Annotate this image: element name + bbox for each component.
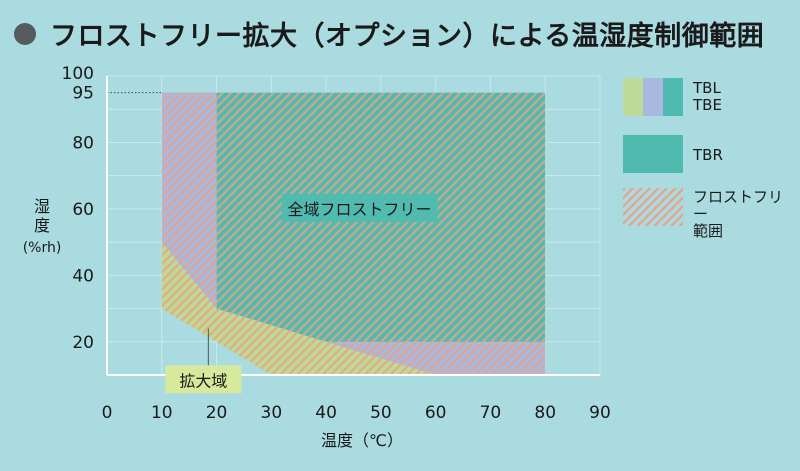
y-axis-label-line: 湿 bbox=[34, 197, 50, 216]
annotation-box-full-range bbox=[281, 193, 438, 222]
x-tick-label: 30 bbox=[261, 403, 283, 423]
y-tick-label: 80 bbox=[72, 133, 94, 153]
y-tick-label: 20 bbox=[72, 333, 94, 353]
y-axis-label-line: (%rh) bbox=[23, 240, 62, 256]
x-tick-label: 50 bbox=[370, 403, 392, 423]
legend-label-tbl-tbe: TBL TBE bbox=[693, 79, 722, 114]
y-tick-label: 100 bbox=[62, 64, 94, 84]
legend-label-tbr: TBR bbox=[693, 146, 723, 164]
legend-swatch-part bbox=[643, 78, 663, 116]
x-axis-label: 温度（℃） bbox=[321, 431, 403, 450]
chart-title: フロストフリー拡大（オプション）による温湿度制御範囲 bbox=[50, 21, 765, 52]
legend-swatch-part bbox=[623, 78, 643, 116]
legend-swatch-frost-free bbox=[623, 188, 683, 226]
y-tick-label: 40 bbox=[72, 266, 94, 286]
legend-item-frost-free: フロストフリー 範囲 bbox=[623, 188, 793, 240]
legend-swatch-part bbox=[623, 188, 683, 226]
x-tick-label: 80 bbox=[534, 403, 556, 423]
annotation-full-range: 全域フロストフリー bbox=[287, 200, 431, 219]
frost-free-hatch bbox=[161, 92, 546, 375]
annotation-expanded: 拡大域 bbox=[179, 371, 227, 390]
x-tick-label: 60 bbox=[425, 403, 447, 423]
x-tick-label: 10 bbox=[151, 403, 173, 423]
x-tick-label: 20 bbox=[206, 403, 228, 423]
regions bbox=[161, 92, 546, 375]
y-tick-label: 60 bbox=[72, 200, 94, 220]
x-tick-label: 90 bbox=[589, 403, 611, 423]
legend-swatch-tbr bbox=[623, 135, 683, 173]
x-tick-label: 40 bbox=[315, 403, 337, 423]
legend-swatch-part bbox=[663, 78, 683, 116]
legend-label-frost-free: フロストフリー 範囲 bbox=[693, 188, 784, 240]
legend-item-tbl-tbe: TBL TBE bbox=[623, 78, 722, 116]
y-tick-label: 95 bbox=[72, 84, 94, 104]
x-tick-label: 70 bbox=[480, 403, 502, 423]
y-axis-label-line: 度 bbox=[34, 216, 50, 235]
title-bullet-icon bbox=[14, 22, 36, 45]
legend-swatch-tbl-tbe bbox=[623, 78, 683, 116]
x-tick-label: 0 bbox=[102, 403, 113, 423]
annotation-box-expanded bbox=[165, 365, 242, 394]
legend-item-tbr: TBR bbox=[623, 135, 723, 173]
title-row: フロストフリー拡大（オプション）による温湿度制御範囲 bbox=[14, 14, 764, 53]
legend-swatch-part bbox=[623, 135, 683, 173]
